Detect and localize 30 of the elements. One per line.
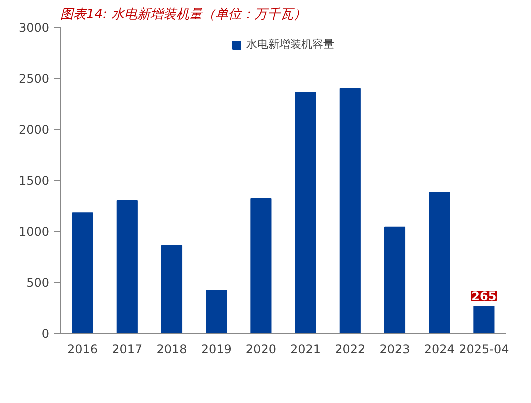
bar — [72, 212, 94, 334]
x-tick-label: 2017 — [112, 342, 143, 356]
bar — [474, 306, 495, 334]
bar — [429, 192, 450, 334]
legend-label: 水电新增装机容量 — [246, 37, 334, 52]
bar — [384, 226, 406, 334]
y-tick-label: 1500 — [18, 174, 50, 188]
x-tick-label: 2020 — [246, 342, 276, 356]
bar — [250, 198, 272, 334]
bar — [340, 88, 361, 334]
x-tick-label: 2023 — [380, 342, 410, 356]
y-tick-label: 2500 — [18, 72, 50, 86]
x-tick-label: 2022 — [335, 342, 366, 356]
bar — [116, 200, 138, 334]
x-tick-label: 2016 — [68, 342, 98, 356]
bar — [161, 245, 183, 334]
y-tick-label: 500 — [26, 276, 50, 290]
bar — [295, 92, 316, 334]
data-label: 265 — [472, 289, 497, 304]
y-tick-label: 3000 — [18, 21, 50, 35]
y-tick-label: 1000 — [18, 225, 50, 239]
bar — [206, 290, 228, 334]
x-tick-label: 2021 — [290, 342, 322, 356]
y-tick-label: 0 — [42, 327, 50, 341]
x-tick-label: 2019 — [201, 342, 232, 356]
x-tick-label: 2024 — [424, 342, 455, 356]
chart-title: 图表14: 水电新增装机量（单位：万千瓦） — [60, 8, 307, 22]
x-tick-label: 2025-04 — [459, 342, 510, 356]
y-tick-label: 2000 — [18, 123, 50, 137]
x-tick-label: 2018 — [156, 342, 188, 356]
